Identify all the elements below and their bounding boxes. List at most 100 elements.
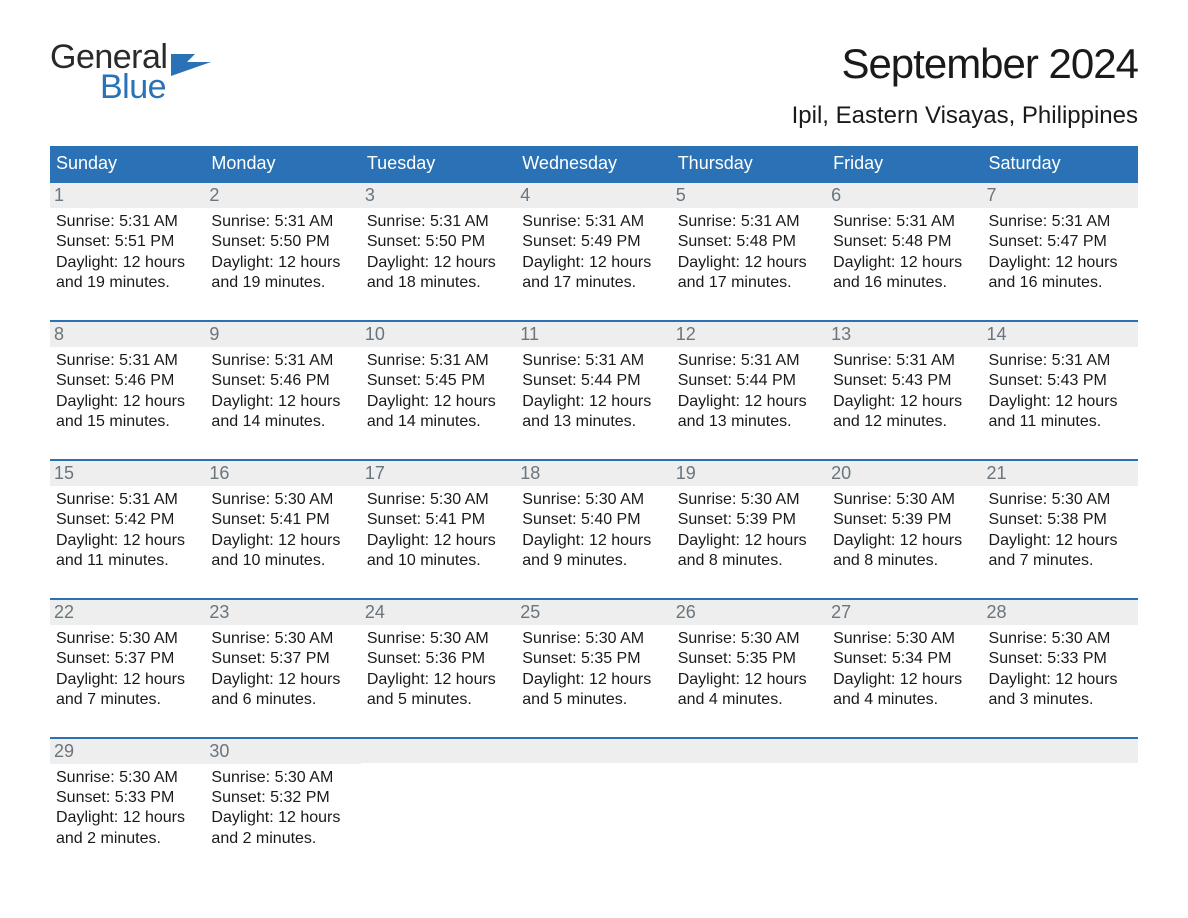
dl1-line: Daylight: 12 hours xyxy=(211,392,354,412)
dl1-line: Daylight: 12 hours xyxy=(56,670,199,690)
day-number: 30 xyxy=(205,739,360,764)
dl1-line: Daylight: 12 hours xyxy=(211,808,354,828)
sunrise-line: Sunrise: 5:31 AM xyxy=(522,212,665,232)
day-number: 28 xyxy=(983,600,1138,625)
dl2-line: and 2 minutes. xyxy=(211,829,354,849)
day-details: Sunrise: 5:30 AMSunset: 5:37 PMDaylight:… xyxy=(56,629,199,711)
day-number: 25 xyxy=(516,600,671,625)
day-number: 24 xyxy=(361,600,516,625)
day-number: 10 xyxy=(361,322,516,347)
week-row: 15Sunrise: 5:31 AMSunset: 5:42 PMDayligh… xyxy=(50,459,1138,598)
sunrise-line: Sunrise: 5:31 AM xyxy=(678,351,821,371)
sunrise-line: Sunrise: 5:31 AM xyxy=(833,351,976,371)
day-cell: 7Sunrise: 5:31 AMSunset: 5:47 PMDaylight… xyxy=(983,181,1138,320)
sunrise-line: Sunrise: 5:31 AM xyxy=(211,351,354,371)
day-cell: 16Sunrise: 5:30 AMSunset: 5:41 PMDayligh… xyxy=(205,459,360,598)
day-cell: 12Sunrise: 5:31 AMSunset: 5:44 PMDayligh… xyxy=(672,320,827,459)
sunset-line: Sunset: 5:50 PM xyxy=(367,232,510,252)
day-cell: 21Sunrise: 5:30 AMSunset: 5:38 PMDayligh… xyxy=(983,459,1138,598)
day-details: Sunrise: 5:31 AMSunset: 5:45 PMDaylight:… xyxy=(367,351,510,433)
sunrise-line: Sunrise: 5:30 AM xyxy=(367,629,510,649)
sunset-line: Sunset: 5:50 PM xyxy=(211,232,354,252)
flag-icon xyxy=(171,52,211,74)
day-cell: 26Sunrise: 5:30 AMSunset: 5:35 PMDayligh… xyxy=(672,598,827,737)
sunrise-line: Sunrise: 5:30 AM xyxy=(56,768,199,788)
header-row: General Blue September 2024 Ipil, Easter… xyxy=(50,40,1138,140)
dl2-line: and 5 minutes. xyxy=(367,690,510,710)
day-cell: 20Sunrise: 5:30 AMSunset: 5:39 PMDayligh… xyxy=(827,459,982,598)
day-details: Sunrise: 5:30 AMSunset: 5:33 PMDaylight:… xyxy=(989,629,1132,711)
day-details: Sunrise: 5:31 AMSunset: 5:48 PMDaylight:… xyxy=(678,212,821,294)
sunset-line: Sunset: 5:48 PM xyxy=(833,232,976,252)
empty-bar xyxy=(827,739,982,763)
sunrise-line: Sunrise: 5:30 AM xyxy=(367,490,510,510)
day-number: 16 xyxy=(205,461,360,486)
dow-cell: Wednesday xyxy=(516,146,671,181)
day-details: Sunrise: 5:31 AMSunset: 5:48 PMDaylight:… xyxy=(833,212,976,294)
empty-day-cell xyxy=(672,737,827,876)
dl1-line: Daylight: 12 hours xyxy=(56,253,199,273)
day-number: 3 xyxy=(361,183,516,208)
dl2-line: and 8 minutes. xyxy=(678,551,821,571)
day-details: Sunrise: 5:31 AMSunset: 5:44 PMDaylight:… xyxy=(678,351,821,433)
day-details: Sunrise: 5:31 AMSunset: 5:43 PMDaylight:… xyxy=(989,351,1132,433)
sunset-line: Sunset: 5:39 PM xyxy=(678,510,821,530)
sunrise-line: Sunrise: 5:31 AM xyxy=(56,490,199,510)
sunrise-line: Sunrise: 5:30 AM xyxy=(56,629,199,649)
sunrise-line: Sunrise: 5:31 AM xyxy=(56,212,199,232)
dl2-line: and 4 minutes. xyxy=(678,690,821,710)
dl1-line: Daylight: 12 hours xyxy=(678,392,821,412)
day-details: Sunrise: 5:31 AMSunset: 5:46 PMDaylight:… xyxy=(211,351,354,433)
sunset-line: Sunset: 5:34 PM xyxy=(833,649,976,669)
day-cell: 29Sunrise: 5:30 AMSunset: 5:33 PMDayligh… xyxy=(50,737,205,876)
dl1-line: Daylight: 12 hours xyxy=(678,253,821,273)
day-number: 15 xyxy=(50,461,205,486)
day-cell: 30Sunrise: 5:30 AMSunset: 5:32 PMDayligh… xyxy=(205,737,360,876)
day-details: Sunrise: 5:31 AMSunset: 5:49 PMDaylight:… xyxy=(522,212,665,294)
dl2-line: and 16 minutes. xyxy=(833,273,976,293)
dl2-line: and 3 minutes. xyxy=(989,690,1132,710)
dl2-line: and 19 minutes. xyxy=(211,273,354,293)
sunset-line: Sunset: 5:43 PM xyxy=(989,371,1132,391)
sunrise-line: Sunrise: 5:31 AM xyxy=(678,212,821,232)
day-number: 5 xyxy=(672,183,827,208)
day-number: 19 xyxy=(672,461,827,486)
sunset-line: Sunset: 5:37 PM xyxy=(56,649,199,669)
day-number: 8 xyxy=(50,322,205,347)
sunrise-line: Sunrise: 5:31 AM xyxy=(522,351,665,371)
dl1-line: Daylight: 12 hours xyxy=(989,253,1132,273)
sunset-line: Sunset: 5:39 PM xyxy=(833,510,976,530)
day-cell: 1Sunrise: 5:31 AMSunset: 5:51 PMDaylight… xyxy=(50,181,205,320)
day-details: Sunrise: 5:31 AMSunset: 5:47 PMDaylight:… xyxy=(989,212,1132,294)
sunset-line: Sunset: 5:32 PM xyxy=(211,788,354,808)
day-number: 20 xyxy=(827,461,982,486)
day-cell: 25Sunrise: 5:30 AMSunset: 5:35 PMDayligh… xyxy=(516,598,671,737)
day-cell: 19Sunrise: 5:30 AMSunset: 5:39 PMDayligh… xyxy=(672,459,827,598)
sunset-line: Sunset: 5:41 PM xyxy=(211,510,354,530)
dl2-line: and 2 minutes. xyxy=(56,829,199,849)
day-number: 29 xyxy=(50,739,205,764)
empty-day-cell xyxy=(361,737,516,876)
day-number: 23 xyxy=(205,600,360,625)
dl2-line: and 16 minutes. xyxy=(989,273,1132,293)
dow-cell: Sunday xyxy=(50,146,205,181)
day-number: 4 xyxy=(516,183,671,208)
sunset-line: Sunset: 5:49 PM xyxy=(522,232,665,252)
dl2-line: and 7 minutes. xyxy=(989,551,1132,571)
day-details: Sunrise: 5:30 AMSunset: 5:37 PMDaylight:… xyxy=(211,629,354,711)
day-details: Sunrise: 5:30 AMSunset: 5:41 PMDaylight:… xyxy=(367,490,510,572)
day-details: Sunrise: 5:31 AMSunset: 5:51 PMDaylight:… xyxy=(56,212,199,294)
sunset-line: Sunset: 5:38 PM xyxy=(989,510,1132,530)
brand-logo: General Blue xyxy=(50,40,211,104)
dl2-line: and 11 minutes. xyxy=(989,412,1132,432)
day-cell: 17Sunrise: 5:30 AMSunset: 5:41 PMDayligh… xyxy=(361,459,516,598)
sunrise-line: Sunrise: 5:30 AM xyxy=(833,629,976,649)
dl2-line: and 8 minutes. xyxy=(833,551,976,571)
dl2-line: and 19 minutes. xyxy=(56,273,199,293)
dl1-line: Daylight: 12 hours xyxy=(989,670,1132,690)
day-cell: 8Sunrise: 5:31 AMSunset: 5:46 PMDaylight… xyxy=(50,320,205,459)
day-cell: 24Sunrise: 5:30 AMSunset: 5:36 PMDayligh… xyxy=(361,598,516,737)
day-details: Sunrise: 5:30 AMSunset: 5:34 PMDaylight:… xyxy=(833,629,976,711)
dl1-line: Daylight: 12 hours xyxy=(367,392,510,412)
week-row: 8Sunrise: 5:31 AMSunset: 5:46 PMDaylight… xyxy=(50,320,1138,459)
